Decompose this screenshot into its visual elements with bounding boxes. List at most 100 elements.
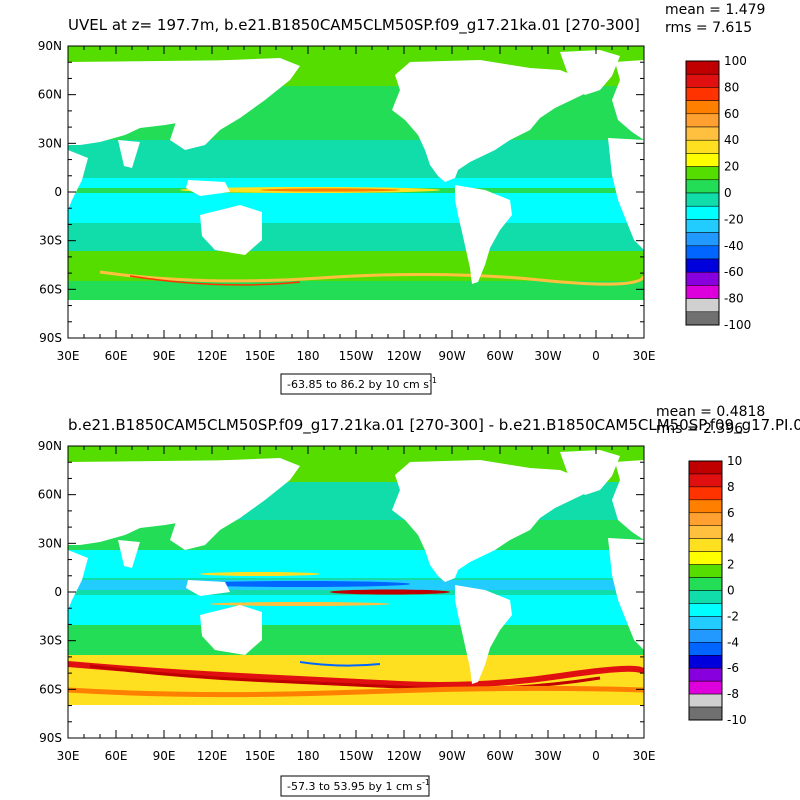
bottom-lat-label: 0 [54, 585, 62, 599]
top-colorbar-swatch [685, 271, 720, 286]
top-range-frame [280, 373, 432, 395]
top-lon-label: 150E [245, 349, 276, 363]
bottom-colorbar-swatch [688, 667, 723, 682]
top-colorbar-swatch [685, 139, 720, 154]
bottom-colorbar-label: -10 [727, 713, 747, 727]
bottom-colorbar-frame [688, 460, 723, 721]
top-asia-east [170, 58, 300, 150]
bottom-acc-red [68, 661, 644, 688]
top-equatorial-jet-core [260, 188, 400, 192]
top-band-subtrop-s [68, 223, 644, 251]
bottom-lon-label: 30E [57, 749, 80, 763]
bottom-colorbar-label: 0 [727, 584, 735, 598]
top-title: UVEL at z= 197.7m, b.e21.B1850CAM5CLM50S… [68, 16, 640, 35]
top-colorbar-swatch [685, 153, 720, 167]
top-panel: UVEL at z= 197.7m, b.e21.B1850CAM5CLM50S… [38, 2, 765, 395]
top-acc-jet [99, 270, 644, 286]
bottom-lon-label: 30W [534, 749, 561, 763]
top-lon-label: 30W [534, 349, 561, 363]
top-colorbar-label: -60 [724, 265, 744, 279]
bottom-mean-label: mean = 0.4818 [656, 404, 765, 420]
top-colorbar-swatch [685, 100, 720, 115]
bottom-title: b.e21.B1850CAM5CLM50SP.f09_g17.21ka.01 [… [68, 416, 800, 435]
top-lon-ticks: 30E 60E 90E 120E 150E 180 150W 120W 90W 60W 30W 0 30… [57, 46, 656, 363]
bottom-colorbar-swatch [688, 642, 723, 656]
top-lon-label: 150W [339, 349, 374, 363]
top-band-equator-s [68, 193, 644, 223]
top-lat-label: 60N [38, 88, 62, 102]
bottom-greenland [560, 450, 620, 495]
bottom-acc-orange [68, 685, 644, 698]
top-colorbar: 100 80 60 40 20 0 -20 -40 -60 -80 -100 [685, 54, 751, 332]
bottom-colorbar-label: 4 [727, 532, 735, 546]
bottom-africa-right [608, 538, 644, 650]
top-lon-label: 30E [633, 349, 656, 363]
bottom-colorbar-swatch [688, 680, 723, 695]
bottom-land [68, 450, 644, 738]
bottom-colorbar-swatch [688, 693, 723, 708]
bottom-lat-label: 60N [38, 488, 62, 502]
top-band-tropic-n [68, 140, 644, 178]
bottom-colorbar-swatch [688, 512, 723, 526]
bottom-eq-jet-south [210, 602, 390, 606]
top-band-so2 [68, 281, 644, 303]
bottom-panel: b.e21.B1850CAM5CLM50SP.f09_g17.21ka.01 [… [38, 404, 800, 797]
top-lat-label: 90S [39, 331, 62, 345]
bottom-lon-ticks: 30E 60E 90E 120E 150E 180 150W 120W 90W 60W 30W 0 30… [57, 446, 655, 763]
bottom-eq-jet-red [330, 589, 450, 595]
top-colorbar-label: 80 [724, 80, 739, 94]
top-colorbar-label: -100 [724, 318, 751, 332]
bottom-colorbar-swatch [688, 499, 723, 514]
top-lon-label: 60E [105, 349, 128, 363]
bottom-lon-label: 180 [297, 749, 320, 763]
top-acc-jet2 [129, 275, 301, 286]
bottom-range-label: -57.3 to 53.95 by 1 cm s-1 [287, 778, 430, 793]
bottom-colorbar-swatch [688, 473, 723, 488]
top-colorbar-swatch [685, 179, 720, 194]
top-colorbar-swatch [685, 245, 720, 260]
bottom-range-box: -57.3 to 53.95 by 1 cm s-1 [280, 775, 430, 797]
top-lat-label: 30S [39, 234, 62, 248]
bottom-map [68, 446, 644, 738]
bottom-colorbar-swatch [688, 525, 723, 539]
bottom-colorbar-label: -4 [727, 635, 739, 649]
top-lon-label: 30E [57, 349, 80, 363]
bottom-lat-label: 90N [38, 439, 62, 453]
bottom-lon-label: 60E [105, 749, 128, 763]
bottom-south-america [455, 585, 512, 684]
top-lon-label: 120E [197, 349, 228, 363]
top-australia [200, 205, 262, 255]
bottom-colorbar-label: -6 [727, 661, 739, 675]
bottom-india [118, 540, 140, 568]
top-lat-ticks: 90N 60N 30N 0 30S 60S 90S [38, 39, 644, 345]
top-colorbar-swatch [685, 232, 720, 247]
top-colorbar-swatch [685, 60, 720, 75]
top-north-america [392, 60, 600, 182]
bottom-eq-jet-blue [190, 581, 410, 587]
bottom-colorbar-swatch [688, 603, 723, 617]
top-rms-label: rms = 7.615 [665, 20, 752, 36]
bottom-lon-label: 0 [592, 749, 600, 763]
bottom-colorbar-label: 8 [727, 480, 735, 494]
top-colorbar-swatch [685, 192, 720, 207]
bottom-indonesia [186, 580, 230, 596]
bottom-colorbar-swatch [688, 655, 723, 669]
top-range-label: -63.85 to 86.2 by 10 cm s-1 [287, 376, 437, 391]
top-india [118, 140, 140, 168]
bottom-lat-label: 90S [39, 731, 62, 745]
top-colorbar-swatch [685, 205, 720, 220]
bottom-colorbar-swatch [688, 564, 723, 578]
top-lon-label: 60W [486, 349, 513, 363]
top-lat-label: 0 [54, 185, 62, 199]
top-colorbar-swatch [685, 219, 720, 233]
bottom-colorbar-label: 10 [727, 454, 742, 468]
top-colorbar-label: -40 [724, 239, 744, 253]
bottom-australia [200, 605, 262, 655]
bottom-colorbar-swatch [688, 486, 723, 501]
top-lon-label: 180 [297, 349, 320, 363]
bottom-colorbar-swatch [688, 616, 723, 630]
bottom-europe-right [612, 460, 644, 540]
bottom-colorbar: 10 8 6 4 2 0 -2 -4 -6 -8 -10 [688, 454, 747, 727]
top-greenland [560, 50, 620, 95]
